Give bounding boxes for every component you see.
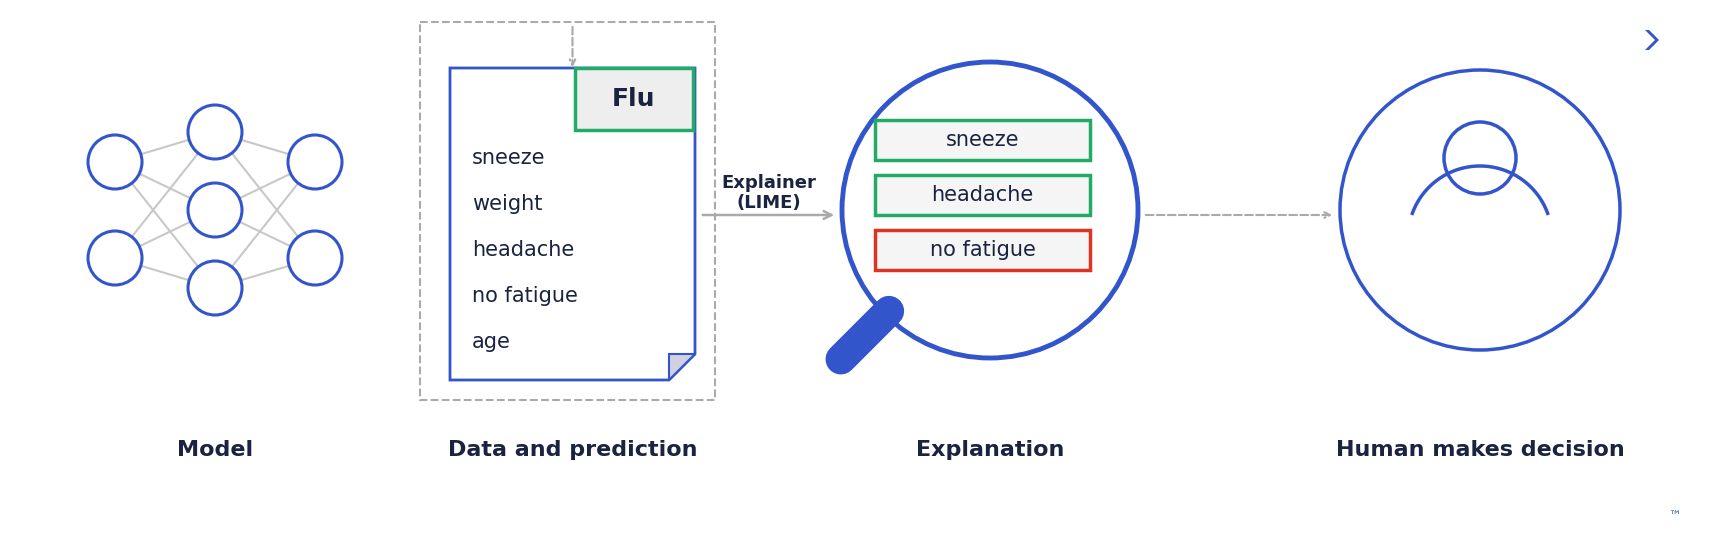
- Text: weight: weight: [471, 194, 542, 214]
- Circle shape: [187, 183, 243, 237]
- FancyBboxPatch shape: [875, 230, 1090, 270]
- Text: headache: headache: [471, 240, 574, 260]
- Text: headache: headache: [931, 185, 1034, 205]
- Circle shape: [287, 135, 342, 189]
- Circle shape: [187, 105, 243, 159]
- Text: sneeze: sneeze: [471, 148, 545, 168]
- FancyBboxPatch shape: [875, 120, 1090, 160]
- Polygon shape: [451, 68, 695, 380]
- Text: Explainer
(LIME): Explainer (LIME): [721, 174, 815, 212]
- Text: no fatigue: no fatigue: [929, 240, 1035, 260]
- FancyBboxPatch shape: [574, 68, 693, 130]
- Text: no fatigue: no fatigue: [471, 286, 578, 306]
- Circle shape: [88, 231, 143, 285]
- Text: Data and prediction: Data and prediction: [447, 440, 697, 460]
- Circle shape: [287, 231, 342, 285]
- Text: Model: Model: [177, 440, 253, 460]
- FancyBboxPatch shape: [875, 175, 1090, 215]
- Text: age: age: [471, 332, 511, 352]
- Text: Explanation: Explanation: [915, 440, 1065, 460]
- Circle shape: [187, 261, 243, 315]
- Text: Flu: Flu: [612, 87, 655, 111]
- Circle shape: [88, 135, 143, 189]
- Circle shape: [1445, 122, 1515, 194]
- Text: Human makes decision: Human makes decision: [1336, 440, 1624, 460]
- Circle shape: [1340, 70, 1620, 350]
- Text: sneeze: sneeze: [946, 130, 1020, 150]
- Circle shape: [843, 62, 1139, 358]
- Polygon shape: [669, 354, 695, 380]
- Text: ™: ™: [1668, 510, 1680, 522]
- Polygon shape: [1644, 30, 1660, 50]
